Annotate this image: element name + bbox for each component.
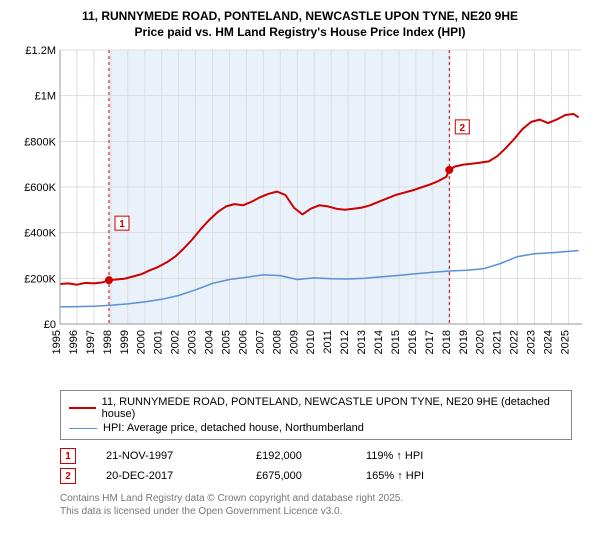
x-tick-label: 2007 [254,330,266,354]
title-line-1: 11, RUNNYMEDE ROAD, PONTELAND, NEWCASTLE… [12,8,588,24]
legend: 11, RUNNYMEDE ROAD, PONTELAND, NEWCASTLE… [60,390,572,440]
y-tick-label: £1.2M [25,45,56,57]
marker-row-badge: 1 [60,448,76,464]
marker-badge-label: 2 [460,123,466,134]
legend-label: HPI: Average price, detached house, Nort… [103,422,364,434]
x-tick-label: 2014 [373,330,385,354]
chart-title: 11, RUNNYMEDE ROAD, PONTELAND, NEWCASTLE… [12,8,588,40]
x-tick-label: 2003 [187,330,199,354]
title-line-2: Price paid vs. HM Land Registry's House … [12,24,588,40]
legend-row: 11, RUNNYMEDE ROAD, PONTELAND, NEWCASTLE… [69,395,563,421]
marker-row-hpi: 165% ↑ HPI [366,470,466,482]
y-tick-label: £600K [24,182,56,194]
x-tick-label: 2019 [458,330,470,354]
legend-swatch [69,428,97,430]
chart-plot-area: £0 £200K £400K £600K £800K £1M £1.2M 1995 1996 19… [12,44,588,384]
x-tick-label: 2002 [170,330,182,354]
x-tick-label: 1997 [85,330,97,354]
x-tick-label: 2011 [322,330,334,354]
x-tick-label: 2006 [237,330,249,354]
marker-point [445,166,453,174]
x-tick-label: 1999 [119,330,131,354]
x-tick-label: 2016 [407,330,419,354]
marker-row: 2 20-DEC-2017 £675,000 165% ↑ HPI [60,466,588,486]
legend-swatch [69,407,96,409]
marker-row-hpi: 119% ↑ HPI [366,450,466,462]
chart-svg: £0 £200K £400K £600K £800K £1M £1.2M 1995 1996 19… [12,44,588,384]
footer-attribution: Contains HM Land Registry data © Crown c… [60,492,588,518]
x-tick-label: 1995 [51,330,63,354]
marker-table: 1 21-NOV-1997 £192,000 119% ↑ HPI 2 20-DEC-20… [60,446,588,486]
marker-row-date: 20-DEC-2017 [106,470,226,482]
x-tick-label: 2013 [356,330,368,354]
x-tick-label: 2023 [526,330,538,354]
x-tick-label: 2009 [288,330,300,354]
x-tick-label: 2022 [509,330,521,354]
marker-row-price: £192,000 [256,450,336,462]
x-tick-label: 2015 [390,330,402,354]
x-tick-label: 2012 [339,330,351,354]
x-tick-label: 2004 [204,330,216,354]
chart-container: 11, RUNNYMEDE ROAD, PONTELAND, NEWCASTLE… [0,0,600,524]
legend-row: HPI: Average price, detached house, Nort… [69,421,563,435]
legend-label: 11, RUNNYMEDE ROAD, PONTELAND, NEWCASTLE… [102,396,563,420]
x-tick-label: 2017 [424,330,436,354]
y-tick-label: £0 [44,319,56,331]
x-tick-label: 2000 [136,330,148,354]
y-tick-label: £1M [35,91,56,103]
x-tick-label: 1996 [68,330,80,354]
marker-row-badge: 2 [60,468,76,484]
x-tick-label: 2010 [305,330,317,354]
footer-line-2: This data is licensed under the Open Gov… [60,505,588,518]
x-tick-label: 2021 [492,330,504,354]
y-tick-label: £800K [24,137,56,149]
y-tick-label: £400K [24,228,56,240]
footer-line-1: Contains HM Land Registry data © Crown c… [60,492,588,505]
x-tick-label: 1998 [102,330,114,354]
y-tick-label: £200K [24,274,56,286]
marker-row-price: £675,000 [256,470,336,482]
marker-row: 1 21-NOV-1997 £192,000 119% ↑ HPI [60,446,588,466]
marker-badge-label: 1 [119,220,125,231]
x-tick-label: 2001 [153,330,165,354]
x-tick-label: 2024 [542,330,554,354]
x-tick-label: 2005 [220,330,232,354]
x-tick-label: 2020 [475,330,487,354]
x-tick-label: 2018 [441,330,453,354]
marker-row-date: 21-NOV-1997 [106,450,226,462]
x-tick-label: 2008 [271,330,283,354]
x-tick-label: 2025 [559,330,571,354]
marker-point [105,277,113,285]
